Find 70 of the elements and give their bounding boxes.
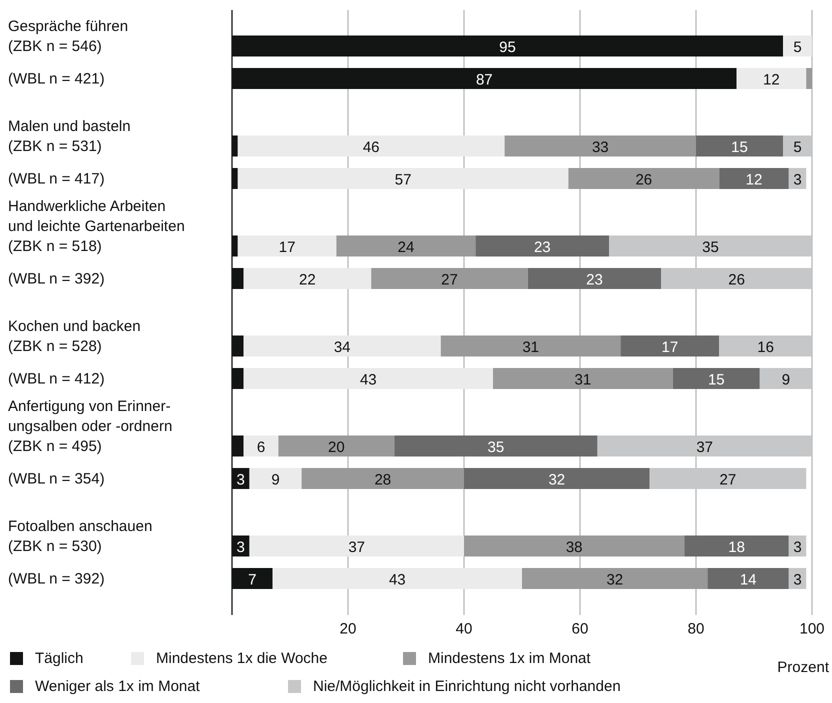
data-label: 3	[793, 572, 802, 588]
data-label: 23	[534, 239, 551, 256]
data-label: 3	[236, 539, 245, 556]
x-tick-label: 100	[799, 620, 825, 638]
y-tick-label: (WBL n = 412)	[8, 370, 105, 388]
data-label: 9	[782, 372, 790, 388]
data-label: 9	[271, 472, 280, 488]
x-tick-label: 40	[456, 620, 472, 638]
legend-label: Weniger als 1x im Monat	[35, 678, 201, 695]
data-label: 17	[662, 339, 678, 356]
data-label: 43	[388, 572, 406, 588]
y-tick-label: (WBL n = 392)	[8, 270, 105, 288]
data-label: 26	[635, 172, 652, 188]
data-label: 12	[746, 172, 762, 188]
y-tick-label: Fotoalben anschauen (ZBK n = 530)	[8, 518, 152, 555]
data-label: 27	[441, 272, 458, 288]
data-label: 33	[592, 139, 609, 156]
y-tick-label: (WBL n = 421)	[8, 70, 105, 88]
data-label: 22	[299, 272, 316, 288]
y-tick-label: (WBL n = 392)	[8, 570, 105, 588]
data-label: 23	[586, 272, 603, 288]
data-label: 15	[731, 139, 748, 156]
data-label: 26	[728, 272, 745, 288]
legend-label: Nie/Möglichkeit in Einrichtung nicht vorhanden	[313, 678, 621, 695]
data-label: 43	[360, 372, 377, 388]
x-axis-title: Prozent	[777, 659, 830, 676]
data-label: 3	[793, 172, 802, 188]
data-label: 37	[696, 439, 714, 456]
x-tick-label: 80	[688, 620, 704, 638]
data-label: 87	[476, 72, 493, 88]
y-tick-label: (WBL n = 354)	[8, 470, 105, 488]
data-label: 28	[374, 472, 392, 488]
data-label: 57	[394, 172, 412, 188]
data-label: 18	[728, 539, 745, 556]
data-label: 35	[702, 239, 719, 256]
data-label: 6	[256, 439, 266, 456]
data-label: 32	[548, 472, 566, 488]
legend-label: Täglich	[35, 650, 84, 667]
data-label: 12	[763, 72, 780, 88]
data-label: 32	[606, 572, 624, 588]
data-label: 5	[793, 39, 802, 56]
y-tick-label: Malen und basteln (ZBK n = 531)	[8, 118, 131, 155]
data-label: 37	[348, 539, 366, 556]
data-label: 31	[574, 372, 592, 388]
data-label: 15	[708, 372, 725, 388]
data-label: 20	[328, 439, 345, 456]
data-label: 3	[793, 539, 802, 556]
data-label: 95	[499, 39, 516, 56]
legend-label: Mindestens 1x im Monat	[428, 650, 592, 667]
y-tick-label: Anfertigung von Erinner- ungsalben oder -ordnern (ZBK n = 495)	[8, 398, 172, 455]
y-tick-label: Gespräche führen (ZBK n = 546)	[8, 18, 128, 55]
legend-label: Mindestens 1x die Woche	[156, 650, 328, 667]
data-label: 35	[488, 439, 504, 456]
data-label: 46	[362, 139, 380, 156]
data-label: 34	[334, 339, 351, 356]
data-label: 3	[236, 472, 245, 488]
x-tick-label: 20	[340, 620, 356, 638]
data-label: 5	[793, 139, 802, 156]
data-label: 14	[740, 572, 757, 588]
data-label: 16	[757, 339, 774, 356]
data-label: 7	[248, 572, 256, 588]
y-tick-label: (WBL n = 417)	[8, 170, 105, 188]
y-tick-label: Kochen und backen (ZBK n = 528)	[8, 318, 141, 355]
x-tick-label: 60	[572, 620, 588, 638]
data-label: 24	[398, 239, 414, 256]
data-label: 27	[720, 472, 736, 488]
data-label: 31	[522, 339, 540, 356]
y-tick-label: Handwerkliche Arbeiten und leichte Gartenarbeiten (ZBK n = 518)	[8, 198, 185, 255]
data-label: 17	[278, 239, 296, 256]
data-label: 38	[566, 539, 583, 556]
